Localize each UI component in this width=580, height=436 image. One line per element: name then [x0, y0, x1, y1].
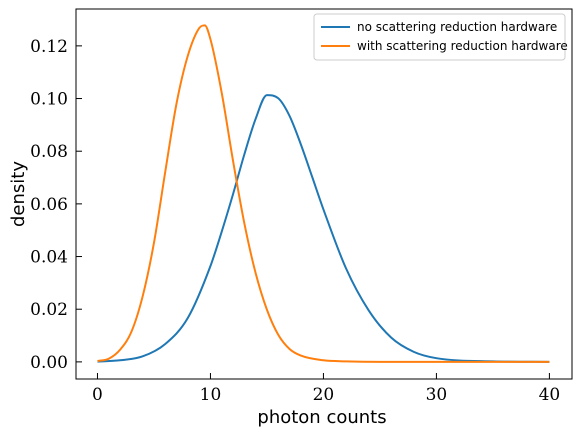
y-axis-ticks: 0.00 0.02 0.04 0.06 0.08 0.10 0.12 — [30, 37, 82, 373]
legend-label-with-scattering-reduction: with scattering reduction hardware — [357, 39, 568, 53]
y-axis-label: density — [8, 161, 29, 227]
y-tick-label: 0.00 — [30, 353, 68, 373]
x-axis-ticks: 0 10 20 30 40 — [92, 373, 560, 405]
series-line-1 — [97, 24, 550, 363]
x-tick-label: 0 — [92, 385, 103, 405]
legend-label-no-scattering-reduction: no scattering reduction hardware — [357, 20, 557, 34]
x-tick-label: 20 — [313, 385, 335, 405]
x-tick-label: 10 — [200, 385, 222, 405]
y-tick-label: 0.08 — [30, 142, 68, 162]
plot-frame — [75, 8, 573, 380]
x-tick-label: 40 — [539, 385, 561, 405]
x-tick-label: 30 — [426, 385, 448, 405]
y-tick-label: 0.04 — [30, 248, 68, 268]
series-layer — [97, 24, 550, 363]
y-tick-label: 0.02 — [30, 300, 68, 320]
series-line-0 — [97, 94, 550, 363]
plot-area — [76, 9, 572, 379]
legend-frame — [313, 13, 566, 61]
x-axis-label: photon counts — [257, 407, 386, 428]
y-tick-label: 0.06 — [30, 195, 68, 215]
y-tick-label: 0.10 — [30, 90, 68, 110]
y-tick-label: 0.12 — [30, 37, 68, 57]
legend: no scattering reduction hardware with sc… — [313, 13, 568, 61]
